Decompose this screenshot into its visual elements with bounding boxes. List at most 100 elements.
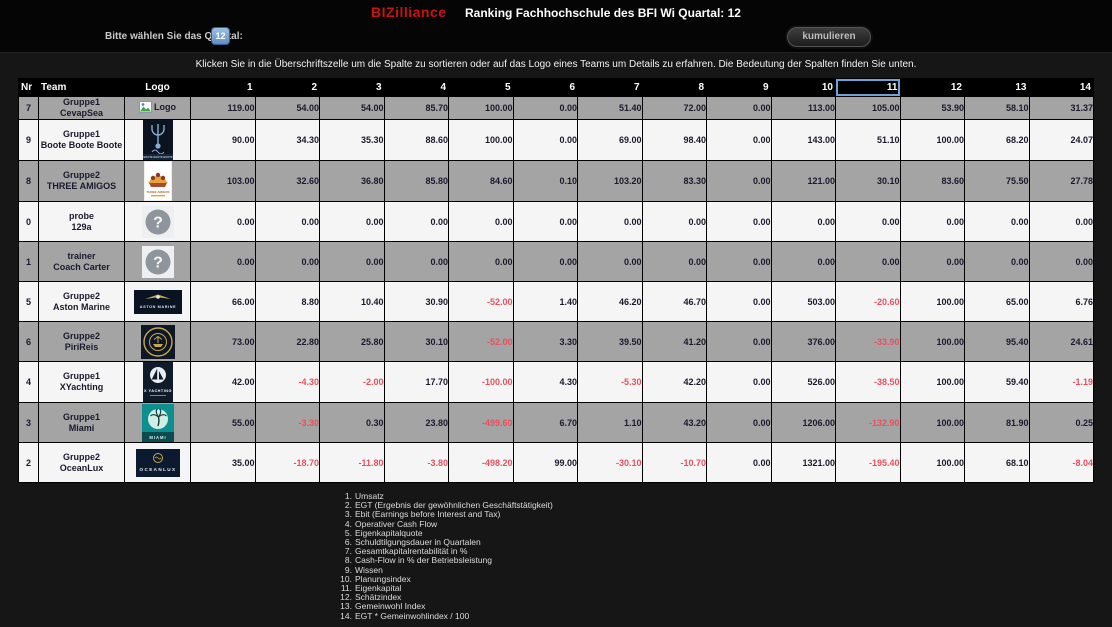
team-logo-question-placeholder[interactable]: ? xyxy=(124,241,191,282)
value-cell-col10: 503.00 xyxy=(770,281,836,322)
team-name-cell: Gruppe2 OceanLux xyxy=(38,442,125,483)
rank-number-cell: 7 xyxy=(18,96,39,120)
legend-item-6: 6. Schuldtilgungsdauer in Quartalen xyxy=(334,537,553,547)
value-cell-col5: 0.00 xyxy=(448,201,514,242)
value-cell-col7: 0.00 xyxy=(577,241,643,282)
legend-item-text: Gemeinwohl Index xyxy=(355,601,426,612)
team-group-label: trainer xyxy=(67,250,96,261)
header-col-12[interactable]: 12 xyxy=(899,78,965,97)
team-name-label: CevapSea xyxy=(59,108,104,118)
value-cell-col12: 83.60 xyxy=(899,160,965,202)
header-team[interactable]: Team xyxy=(38,78,125,97)
svg-text:OCEANLUX: OCEANLUX xyxy=(139,467,176,472)
header-col-4[interactable]: 4 xyxy=(383,78,449,97)
value-cell-col9: 0.00 xyxy=(706,442,772,483)
value-cell-col13: 68.20 xyxy=(964,119,1030,161)
team-group-label: Gruppe2 xyxy=(62,170,100,180)
value-cell-col9: 0.00 xyxy=(706,281,772,322)
value-cell-col4: 85.70 xyxy=(383,96,449,120)
value-cell-col13: 65.00 xyxy=(964,281,1030,322)
value-cell-col9: 0.00 xyxy=(706,119,772,161)
header-col-13[interactable]: 13 xyxy=(964,78,1030,97)
svg-text:BOOTE BOOTE BOOTE: BOOTE BOOTE BOOTE xyxy=(143,155,172,159)
header-nr[interactable]: Nr xyxy=(18,78,39,97)
value-cell-col10: 1206.00 xyxy=(770,402,836,443)
value-cell-col2: 54.00 xyxy=(254,96,320,120)
legend-item-9: 9. Wissen xyxy=(334,565,553,575)
value-cell-col1: 35.00 xyxy=(190,442,256,483)
team-row-three-amigos: 8 Gruppe2 THREE AMIGOS THREE AMIGOS 103.00 32… xyxy=(18,160,1094,202)
header-col-8[interactable]: 8 xyxy=(641,78,707,97)
svg-text:MIAMI: MIAMI xyxy=(149,435,166,440)
header-logo[interactable]: Logo xyxy=(124,78,191,97)
value-cell-col10: 0.00 xyxy=(770,241,836,282)
value-cell-col8: 72.00 xyxy=(641,96,707,120)
header-col-14[interactable]: 14 xyxy=(1028,78,1094,97)
value-cell-col1: 103.00 xyxy=(190,160,256,202)
header-col-5[interactable]: 5 xyxy=(448,78,514,97)
header-col-1[interactable]: 1 xyxy=(190,78,256,97)
header-col-2[interactable]: 2 xyxy=(254,78,320,97)
value-cell-col11: 0.00 xyxy=(835,201,901,242)
team-group-label: probe xyxy=(68,210,94,221)
value-cell-col9: 0.00 xyxy=(706,201,772,242)
value-cell-col2: -4.30 xyxy=(254,361,320,403)
team-name-label: Miami xyxy=(68,422,95,433)
value-cell-col2: -18.70 xyxy=(254,442,320,483)
value-cell-col8: 46.70 xyxy=(641,281,707,322)
team-name-cell: probe 129a xyxy=(38,201,125,242)
value-cell-col14: -8.04 xyxy=(1028,442,1094,483)
quartal-value-badge[interactable]: 12 xyxy=(211,27,230,45)
kumulieren-button[interactable]: kumulieren xyxy=(787,27,871,47)
value-cell-col6: 6.70 xyxy=(512,402,578,443)
team-logo-question-placeholder[interactable]: ? xyxy=(124,201,191,242)
value-cell-col1: 119.00 xyxy=(190,96,256,120)
value-cell-col3: 25.80 xyxy=(319,321,385,362)
team-logo-pirireis-emblem[interactable] xyxy=(124,321,191,362)
value-cell-col11: 0.00 xyxy=(835,241,901,282)
legend-item-number: 14. xyxy=(340,610,352,621)
value-cell-col8: 0.00 xyxy=(641,201,707,242)
team-logo-broken-image[interactable]: Logo xyxy=(124,96,191,120)
team-name-label: 129a xyxy=(71,221,92,232)
legend-item-text: Operativer Cash Flow xyxy=(355,518,438,529)
team-logo-three-amigos-crown[interactable]: THREE AMIGOS xyxy=(124,160,191,202)
legend-item-number: 10. xyxy=(340,573,352,584)
team-name-label: PiriReis xyxy=(64,341,99,352)
header-col-9[interactable]: 9 xyxy=(706,78,772,97)
value-cell-col6: 0.00 xyxy=(512,96,578,120)
header-col-11[interactable]: 11 xyxy=(835,78,901,97)
header-col-6[interactable]: 6 xyxy=(512,78,578,97)
value-cell-col14: 6.76 xyxy=(1028,281,1094,322)
legend-item-number: 13. xyxy=(340,601,352,612)
value-cell-col2: -3.30 xyxy=(254,402,320,443)
value-cell-col2: 8.80 xyxy=(254,281,320,322)
header-col-3[interactable]: 3 xyxy=(319,78,385,97)
value-cell-col7: -30.10 xyxy=(577,442,643,483)
legend-item-text: Cash-Flow in % der Betriebsleistung xyxy=(355,555,493,566)
team-logo-poseidon-trident[interactable]: BOOTE BOOTE BOOTE xyxy=(124,119,191,161)
legend-item-text: EGT * Gemeinwohlindex / 100 xyxy=(355,610,470,621)
title-row: BIZilliance Ranking Fachhochschule des B… xyxy=(0,4,1112,22)
header-col-7[interactable]: 7 xyxy=(577,78,643,97)
svg-text:X YACHTING: X YACHTING xyxy=(144,389,172,393)
team-logo-aston-marine-wings[interactable]: ASTON MARINE xyxy=(124,281,191,322)
value-cell-col7: -5.30 xyxy=(577,361,643,403)
value-cell-col7: 1.10 xyxy=(577,402,643,443)
legend-item-number: 8. xyxy=(344,555,352,566)
value-cell-col5: 84.60 xyxy=(448,160,514,202)
team-logo-oceanlux-emblem[interactable]: OCEANLUX xyxy=(124,442,191,483)
table-header-row: Nr Team Logo 1 2 3 4 5 6 7 8 9 10 11 12 13 14 xyxy=(18,78,1094,97)
team-row-oceanlux: 2 Gruppe2 OceanLux OCEANLUX 35.00 -18.70 -11.8… xyxy=(18,442,1094,483)
value-cell-col4: 17.70 xyxy=(383,361,449,403)
team-name-label: THREE AMIGOS xyxy=(46,181,117,191)
team-row-boote-boote-boote: 9 Gruppe1 Boote Boote Boote BOOTE BOOTE BOO… xyxy=(18,119,1094,161)
header-col-10[interactable]: 10 xyxy=(770,78,836,97)
legend-item-number: 11. xyxy=(340,583,352,594)
value-cell-col6: 0.00 xyxy=(512,201,578,242)
value-cell-col7: 0.00 xyxy=(577,201,643,242)
team-logo-miami-palm[interactable]: MIAMI xyxy=(124,402,191,443)
team-logo-xyachting-sail[interactable]: X YACHTING xyxy=(124,361,191,403)
value-cell-col12: 0.00 xyxy=(899,241,965,282)
svg-text:ASTON MARINE: ASTON MARINE xyxy=(139,305,175,309)
